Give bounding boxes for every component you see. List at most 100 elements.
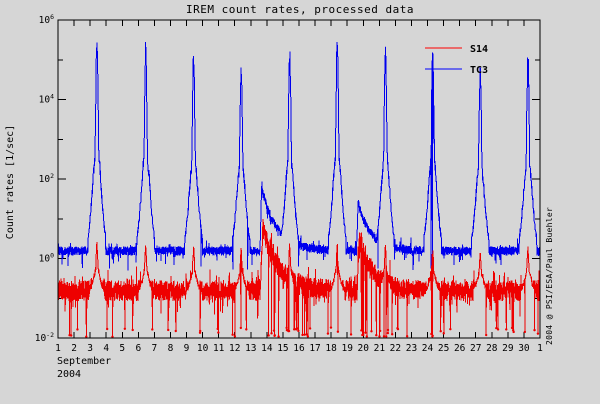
dropout-marker [216, 327, 219, 331]
x-axis-year-label: 2004 [57, 369, 81, 380]
x-tick-label: 19 [341, 343, 353, 354]
x-tick-label: 20 [358, 343, 370, 354]
x-tick-label: 11 [213, 343, 225, 354]
dropout-marker [386, 328, 390, 332]
dropout-marker [336, 330, 340, 333]
dropout-marker [385, 335, 388, 338]
dropout-marker [378, 335, 381, 338]
x-tick-label: 13 [245, 343, 256, 354]
dropout-marker [306, 335, 310, 338]
legend-label-tc3: TC3 [470, 65, 488, 76]
dropout-marker [431, 334, 434, 337]
dropout-marker [123, 327, 127, 330]
x-tick-label: 30 [518, 343, 530, 354]
dropout-marker [349, 333, 353, 336]
x-tick-label: 16 [293, 343, 305, 354]
dropout-marker [287, 329, 291, 333]
x-tick-label: 1 [537, 343, 543, 354]
dropout-marker [362, 333, 365, 337]
dropout-marker [277, 335, 280, 338]
series-tc3 [57, 41, 541, 272]
dropout-marker [512, 330, 515, 334]
dropout-marker [76, 328, 79, 331]
x-tick-label: 5 [119, 343, 125, 354]
dropout-marker [375, 333, 378, 337]
x-tick-label: 18 [325, 343, 337, 354]
dropout-marker [449, 327, 452, 331]
x-tick-label: 2 [71, 343, 77, 354]
x-tick-label: 14 [261, 343, 273, 354]
series-s14 [57, 219, 541, 339]
chart-title: IREM count rates, processed data [186, 3, 414, 16]
dropout-marker [430, 332, 433, 336]
x-tick-label: 25 [438, 343, 449, 354]
x-tick-label: 10 [197, 343, 209, 354]
x-tick-label: 26 [454, 343, 466, 354]
dropout-marker [484, 333, 488, 337]
x-tick-label: 28 [486, 343, 498, 354]
dropout-marker [533, 328, 536, 332]
watermark: 2004 @ PSI/ESA/Paul Buehler [545, 207, 554, 345]
dropout-marker [305, 333, 308, 336]
dropout-marker [239, 326, 243, 330]
legend-label-s14: S14 [470, 44, 488, 55]
dropout-marker [378, 329, 382, 333]
dropout-marker [382, 335, 386, 338]
dropout-marker [174, 329, 177, 333]
x-tick-label: 29 [502, 343, 514, 354]
dropout-marker [85, 335, 88, 338]
dropout-marker [231, 333, 234, 336]
dropout-marker [198, 331, 202, 335]
dropout-marker [69, 334, 73, 337]
dropout-marker [233, 335, 237, 338]
x-tick-label: 7 [152, 343, 158, 354]
x-tick-label: 17 [309, 343, 320, 354]
dropout-marker [111, 335, 114, 339]
x-tick-label: 12 [229, 343, 240, 354]
dropout-marker [510, 326, 514, 330]
dropout-marker [365, 335, 369, 338]
dropout-marker [267, 334, 270, 337]
dropout-marker [198, 329, 202, 333]
dropout-marker [536, 332, 540, 335]
dropout-marker [505, 328, 508, 331]
dropout-marker [405, 335, 409, 338]
dropout-marker [245, 328, 248, 331]
x-tick-label: 6 [135, 343, 141, 354]
x-tick-label: 4 [103, 343, 109, 354]
dropout-marker [386, 331, 390, 335]
x-tick-label: 24 [422, 343, 434, 354]
series-line-tc3 [57, 41, 541, 272]
dropout-marker [105, 327, 109, 331]
dropout-marker [308, 327, 312, 330]
dropout-marker [326, 332, 330, 335]
dropout-marker [270, 332, 273, 335]
dropout-marker [360, 329, 363, 332]
dropout-marker [273, 334, 276, 337]
y-axis-label: Count rates [1/sec] [5, 125, 16, 239]
dropout-marker [396, 327, 400, 331]
dropout-marker [329, 326, 333, 329]
dropout-marker [131, 328, 134, 332]
dropout-marker [296, 327, 299, 330]
dropout-marker [167, 328, 170, 332]
x-tick-label: 1 [55, 343, 61, 354]
x-tick-label: 15 [277, 343, 288, 354]
dropout-marker [370, 330, 373, 333]
dropout-marker [285, 326, 288, 330]
dropout-marker [364, 331, 367, 334]
x-tick-label: 21 [374, 343, 386, 354]
x-tick-label: 9 [184, 343, 190, 354]
x-tick-label: 8 [168, 343, 174, 354]
dropout-marker [272, 329, 276, 332]
dropout-marker [217, 331, 220, 334]
x-tick-label: 27 [470, 343, 481, 354]
dropout-marker [297, 329, 300, 333]
dropout-marker [151, 328, 154, 331]
x-axis-month-label: September [57, 356, 111, 367]
series-layer [57, 41, 541, 339]
dropout-marker [496, 328, 500, 331]
x-tick-label: 23 [406, 343, 417, 354]
